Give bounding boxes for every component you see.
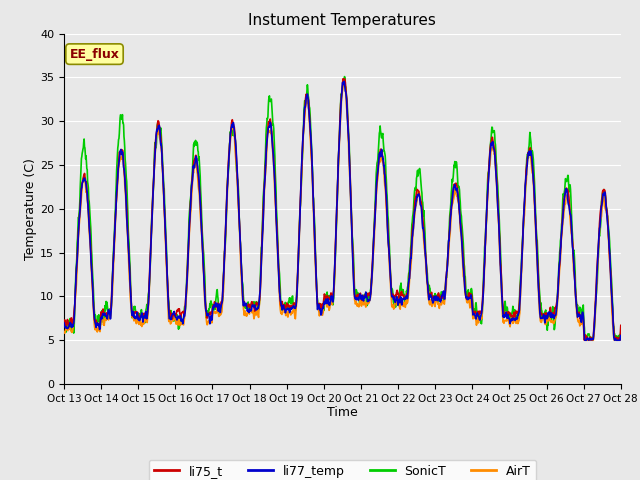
Line: li77_temp: li77_temp (64, 82, 621, 340)
AirT (502, 318, 509, 324)
li75_t (170, 312, 178, 318)
Title: Instument Temperatures: Instument Temperatures (248, 13, 436, 28)
li77_temp (551, 313, 559, 319)
AirT (429, 295, 437, 301)
SonicT (551, 322, 559, 328)
Legend: li75_t, li77_temp, SonicT, AirT: li75_t, li77_temp, SonicT, AirT (148, 460, 536, 480)
li77_temp (184, 262, 191, 267)
AirT (60, 329, 68, 335)
li75_t (339, 76, 347, 82)
X-axis label: Time: Time (327, 407, 358, 420)
SonicT (617, 330, 625, 336)
li75_t (614, 337, 622, 343)
Line: SonicT: SonicT (64, 77, 621, 340)
li75_t (502, 309, 509, 315)
SonicT (502, 308, 509, 313)
AirT (170, 316, 178, 322)
SonicT (340, 74, 348, 80)
li77_temp (429, 300, 437, 306)
AirT (246, 307, 254, 312)
li77_temp (340, 79, 348, 84)
SonicT (246, 303, 254, 309)
AirT (617, 336, 625, 342)
li77_temp (502, 311, 509, 316)
AirT (580, 337, 588, 343)
SonicT (588, 337, 596, 343)
li77_temp (246, 308, 254, 313)
AirT (184, 265, 191, 271)
li77_temp (617, 333, 625, 338)
li77_temp (60, 320, 68, 326)
li75_t (551, 305, 559, 311)
Y-axis label: Temperature (C): Temperature (C) (24, 158, 37, 260)
Text: EE_flux: EE_flux (70, 48, 120, 60)
AirT (340, 81, 348, 86)
li77_temp (581, 337, 589, 343)
li75_t (429, 294, 437, 300)
li77_temp (170, 309, 178, 314)
SonicT (170, 317, 178, 323)
Line: li75_t: li75_t (64, 79, 621, 340)
li75_t (184, 254, 191, 260)
SonicT (184, 251, 191, 257)
SonicT (429, 294, 437, 300)
li75_t (617, 323, 625, 328)
li75_t (60, 321, 68, 326)
SonicT (60, 318, 68, 324)
Line: AirT: AirT (64, 84, 621, 340)
AirT (551, 317, 559, 323)
li75_t (246, 305, 254, 311)
